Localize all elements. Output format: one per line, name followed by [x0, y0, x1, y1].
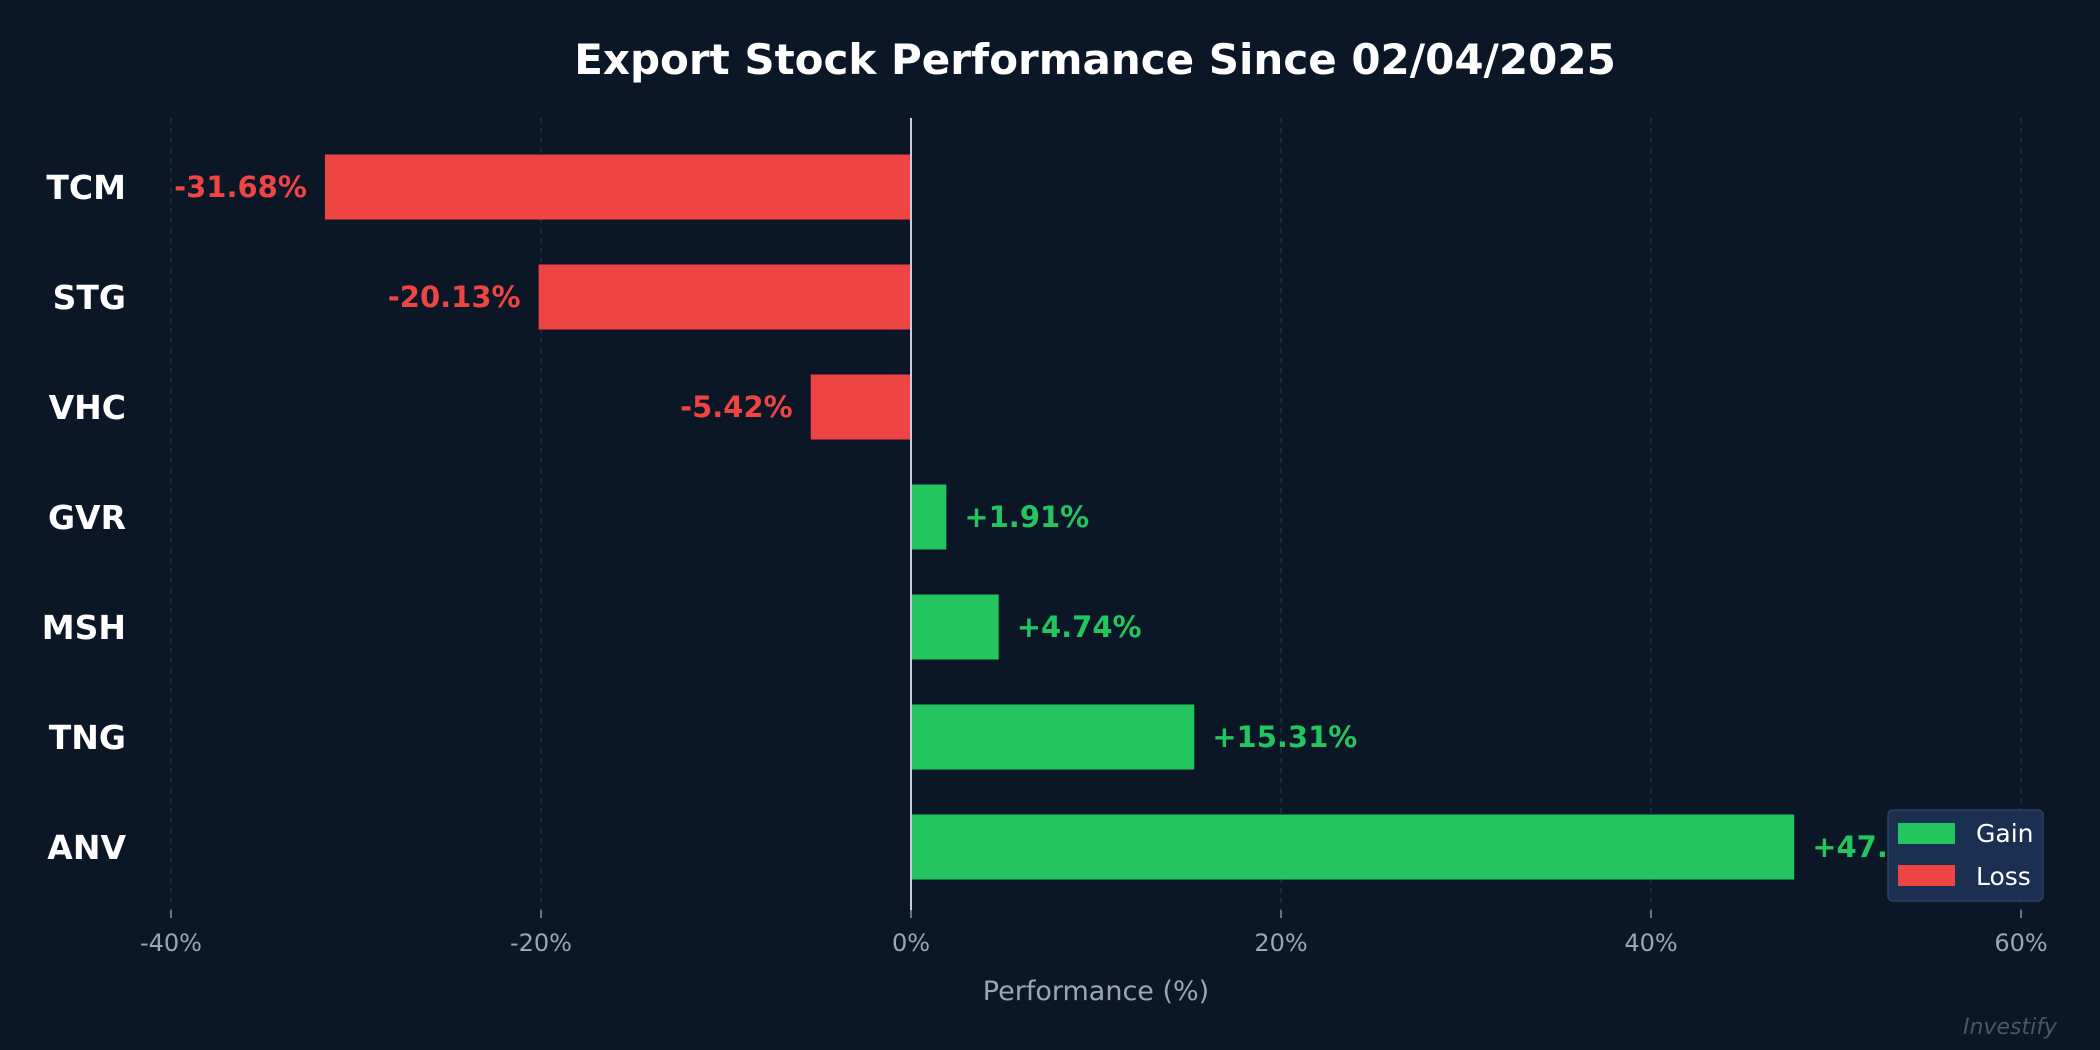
x-tick-label: -20% — [510, 929, 572, 957]
data-label: +4.74% — [1017, 610, 1142, 644]
category-label: ANV — [47, 828, 126, 867]
data-label: -5.42% — [680, 390, 793, 424]
x-tick-label: -40% — [140, 929, 202, 957]
x-tick-label: 60% — [1994, 929, 2047, 957]
data-label: +1.91% — [964, 500, 1089, 534]
watermark: Investify — [1963, 1015, 2058, 1040]
bar-anv — [911, 814, 1795, 880]
legend-swatch-loss — [1898, 865, 1955, 886]
x-tick-label: 0% — [892, 929, 930, 957]
chart-title: Export Stock Performance Since 02/04/202… — [574, 35, 1616, 84]
bar-tng — [911, 704, 1195, 770]
category-label: TCM — [46, 168, 126, 207]
category-label: GVR — [48, 498, 126, 537]
bar-stg — [538, 264, 911, 330]
legend: Gain Loss — [1887, 809, 2044, 902]
data-label: -20.13% — [388, 280, 521, 314]
data-label: -31.68% — [174, 170, 307, 204]
legend-swatch-gain — [1898, 823, 1955, 844]
category-label: VHC — [49, 388, 126, 427]
bar-tcm — [324, 154, 911, 220]
category-label: TNG — [49, 718, 126, 757]
bar-gvr — [911, 484, 947, 550]
legend-label-loss: Loss — [1976, 862, 2031, 891]
category-label: MSH — [42, 608, 126, 647]
x-axis-label: Performance (%) — [983, 976, 1209, 1007]
bar-msh — [911, 594, 999, 660]
category-label: STG — [53, 278, 126, 317]
legend-label-gain: Gain — [1976, 819, 2033, 848]
x-tick-label: 20% — [1254, 929, 1307, 957]
x-tick-label: 40% — [1624, 929, 1677, 957]
data-label: +15.31% — [1212, 720, 1357, 754]
bar-vhc — [810, 374, 911, 440]
